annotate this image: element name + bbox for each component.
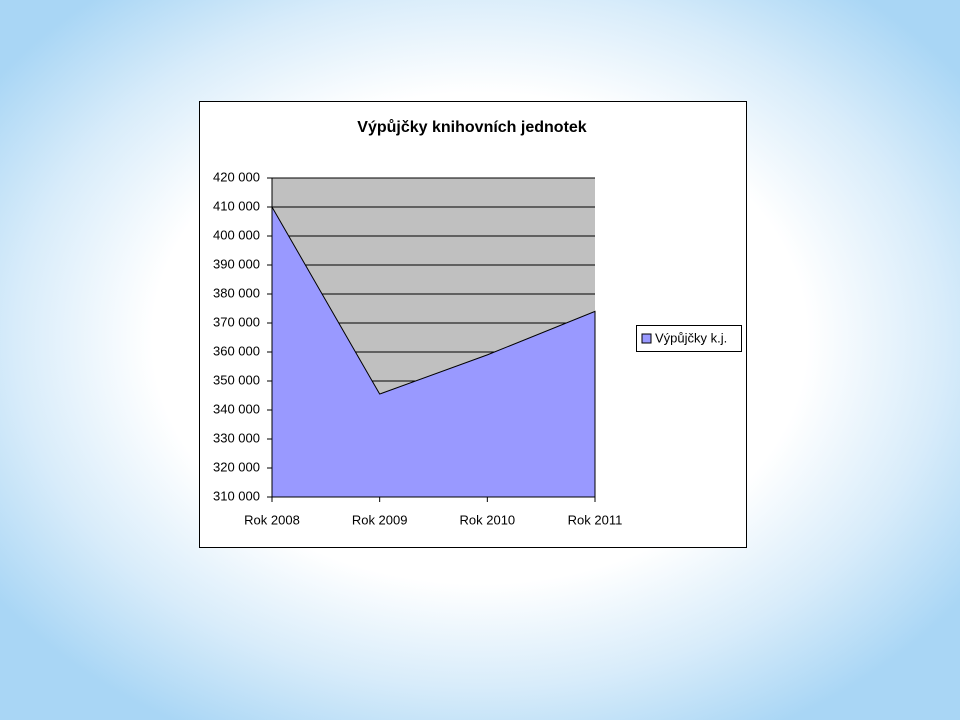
legend-label: Výpůjčky k.j. xyxy=(655,330,727,345)
x-tick-label: Rok 2011 xyxy=(568,512,623,527)
y-tick-label: 350 000 xyxy=(213,372,260,387)
y-tick-label: 360 000 xyxy=(213,343,260,358)
chart-title: Výpůjčky knihovních jednotek xyxy=(357,119,586,136)
x-tick-label: Rok 2008 xyxy=(244,512,300,527)
y-tick-label: 310 000 xyxy=(213,488,260,503)
y-tick-label: 320 000 xyxy=(213,459,260,474)
y-tick-label: 390 000 xyxy=(213,256,260,271)
y-tick-label: 370 000 xyxy=(213,314,260,329)
y-tick-label: 340 000 xyxy=(213,401,260,416)
x-tick-label: Rok 2009 xyxy=(352,512,408,527)
y-tick-label: 420 000 xyxy=(213,169,260,184)
x-tick-label: Rok 2010 xyxy=(460,512,516,527)
y-tick-label: 380 000 xyxy=(213,285,260,300)
y-tick-label: 400 000 xyxy=(213,227,260,242)
legend-box xyxy=(636,325,742,352)
y-tick-label: 410 000 xyxy=(213,198,260,213)
legend-swatch xyxy=(641,333,652,344)
y-tick-label: 330 000 xyxy=(213,430,260,445)
